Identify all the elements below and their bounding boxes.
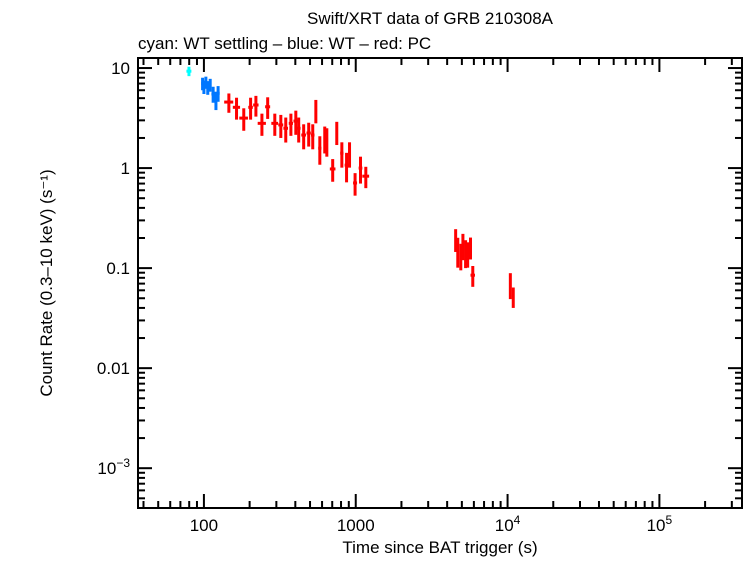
data-point <box>353 173 358 196</box>
data-point <box>186 66 192 77</box>
data-point <box>211 86 215 103</box>
data-point <box>511 287 515 308</box>
data-point <box>216 86 220 102</box>
data-point <box>248 97 253 120</box>
data-point <box>454 229 458 252</box>
data-point <box>325 128 329 157</box>
x-tick-label: 104 <box>495 513 521 535</box>
data-point <box>508 273 512 300</box>
data-point <box>344 152 349 183</box>
data-point <box>362 166 370 189</box>
data-point <box>253 95 259 117</box>
plot-frame <box>137 57 743 509</box>
data-point <box>232 97 241 120</box>
data-point <box>335 121 339 146</box>
data-point <box>466 242 470 268</box>
data-point <box>469 237 473 260</box>
data-point <box>265 97 271 119</box>
data-point <box>340 142 344 168</box>
chart-title: Swift/XRT data of GRB 210308A <box>307 9 554 28</box>
data-point <box>318 136 322 165</box>
data-point <box>257 113 266 136</box>
data-point <box>288 113 293 136</box>
data-point <box>470 265 475 287</box>
data-point <box>301 124 306 150</box>
x-axis-label: Time since BAT trigger (s) <box>342 538 537 557</box>
data-point <box>296 117 301 143</box>
y-axis-label: Count Rate (0.3–10 keV) (s⁻¹) <box>37 169 56 396</box>
data-point <box>306 122 311 147</box>
y-tick-label: 0.1 <box>106 259 130 278</box>
data-point <box>278 114 284 138</box>
x-tick-label: 100 <box>190 516 218 535</box>
data-point <box>314 99 318 124</box>
data-point <box>206 81 210 95</box>
chart-subtitle: cyan: WT settling – blue: WT – red: PC <box>138 34 431 53</box>
data-point <box>358 156 363 184</box>
y-tick-label: 1 <box>121 159 130 178</box>
data-point <box>208 78 212 92</box>
data-point <box>348 142 352 168</box>
data-point <box>239 108 248 131</box>
x-tick-label: 1000 <box>337 516 375 535</box>
x-tick-label: 105 <box>647 513 673 535</box>
data-point <box>283 117 289 143</box>
y-tick-label: 10−3 <box>97 456 130 478</box>
data-point <box>310 124 315 150</box>
data-point <box>329 159 336 182</box>
data-point <box>271 113 279 136</box>
y-tick-label: 0.01 <box>97 359 130 378</box>
data-point <box>456 237 460 268</box>
y-tick-label: 10 <box>111 59 130 78</box>
data-point <box>461 233 465 261</box>
data-point <box>224 93 234 113</box>
